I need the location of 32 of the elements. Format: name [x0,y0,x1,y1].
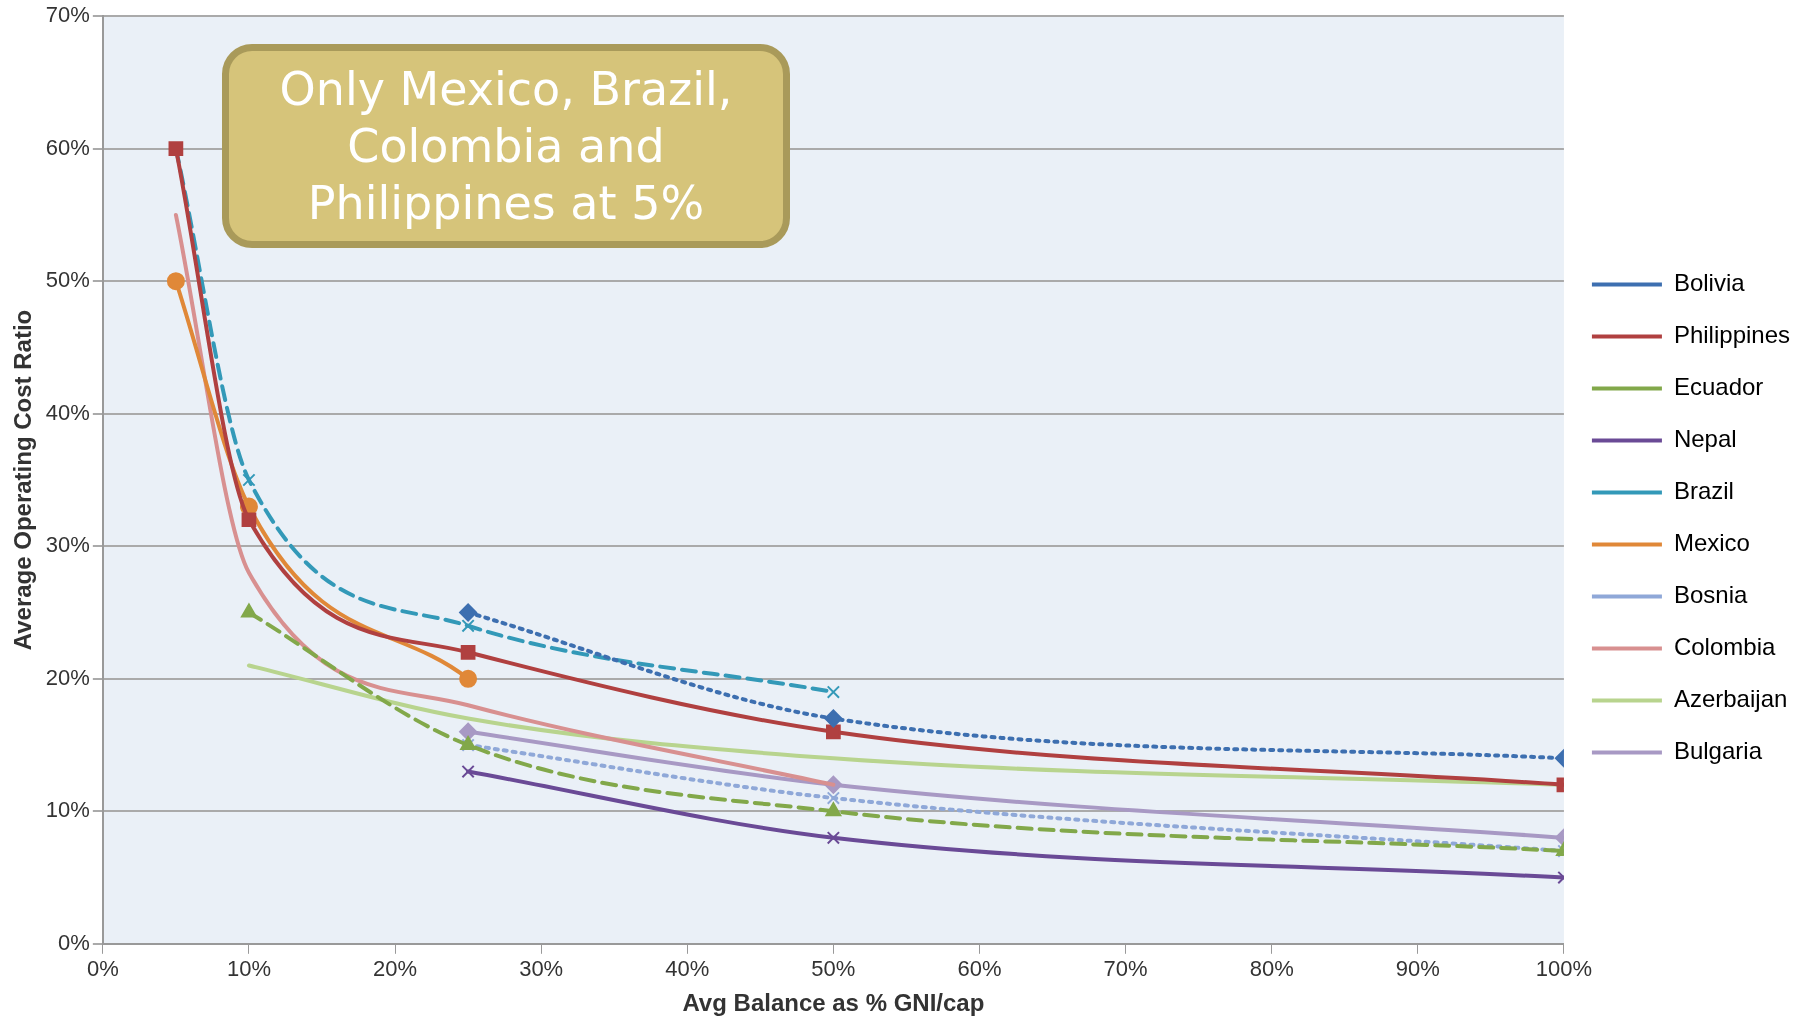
y-tick-label: 10% [45,797,90,823]
y-tick-label: 40% [45,399,90,425]
legend-label: Ecuador [1673,373,1764,401]
y-tick-label: 60% [45,134,90,160]
y-axis-title: Average Operating Cost Ratio [9,309,37,651]
legend-label: Bulgaria [1673,737,1763,765]
y-tick-label: 20% [45,664,90,690]
x-tick-label: 70% [1103,956,1148,982]
x-tick-label: 10% [226,956,271,982]
x-tick-label: 100% [1535,956,1593,982]
legend-label: Bosnia [1673,581,1748,609]
legend-label: Azerbaijan [1673,685,1788,713]
legend-label: Mexico [1673,529,1750,557]
x-tick-label: 40% [665,956,710,982]
legend-label: Colombia [1673,633,1776,661]
y-tick-label: 50% [45,267,90,293]
x-tick-label: 80% [1249,956,1294,982]
x-axis-title: Avg Balance as % GNI/cap [682,989,985,1017]
annotation: Only Mexico, Brazil, Colombia and Philippines at 5% [222,44,790,248]
y-tick-label: 0% [58,929,90,955]
x-tick-label: 20% [373,956,418,982]
y-tick-label: 70% [45,2,90,28]
x-tick-label: 50% [811,956,856,982]
x-tick-label: 0% [86,956,119,982]
legend-label: Nepal [1673,425,1737,453]
legend-label: Bolivia [1673,269,1746,297]
x-tick-label: 90% [1395,956,1440,982]
x-tick-label: 30% [519,956,564,982]
y-tick-label: 30% [45,532,90,558]
legend-label: Philippines [1673,321,1790,349]
legend-label: Brazil [1673,477,1734,505]
x-tick-label: 60% [957,956,1002,982]
